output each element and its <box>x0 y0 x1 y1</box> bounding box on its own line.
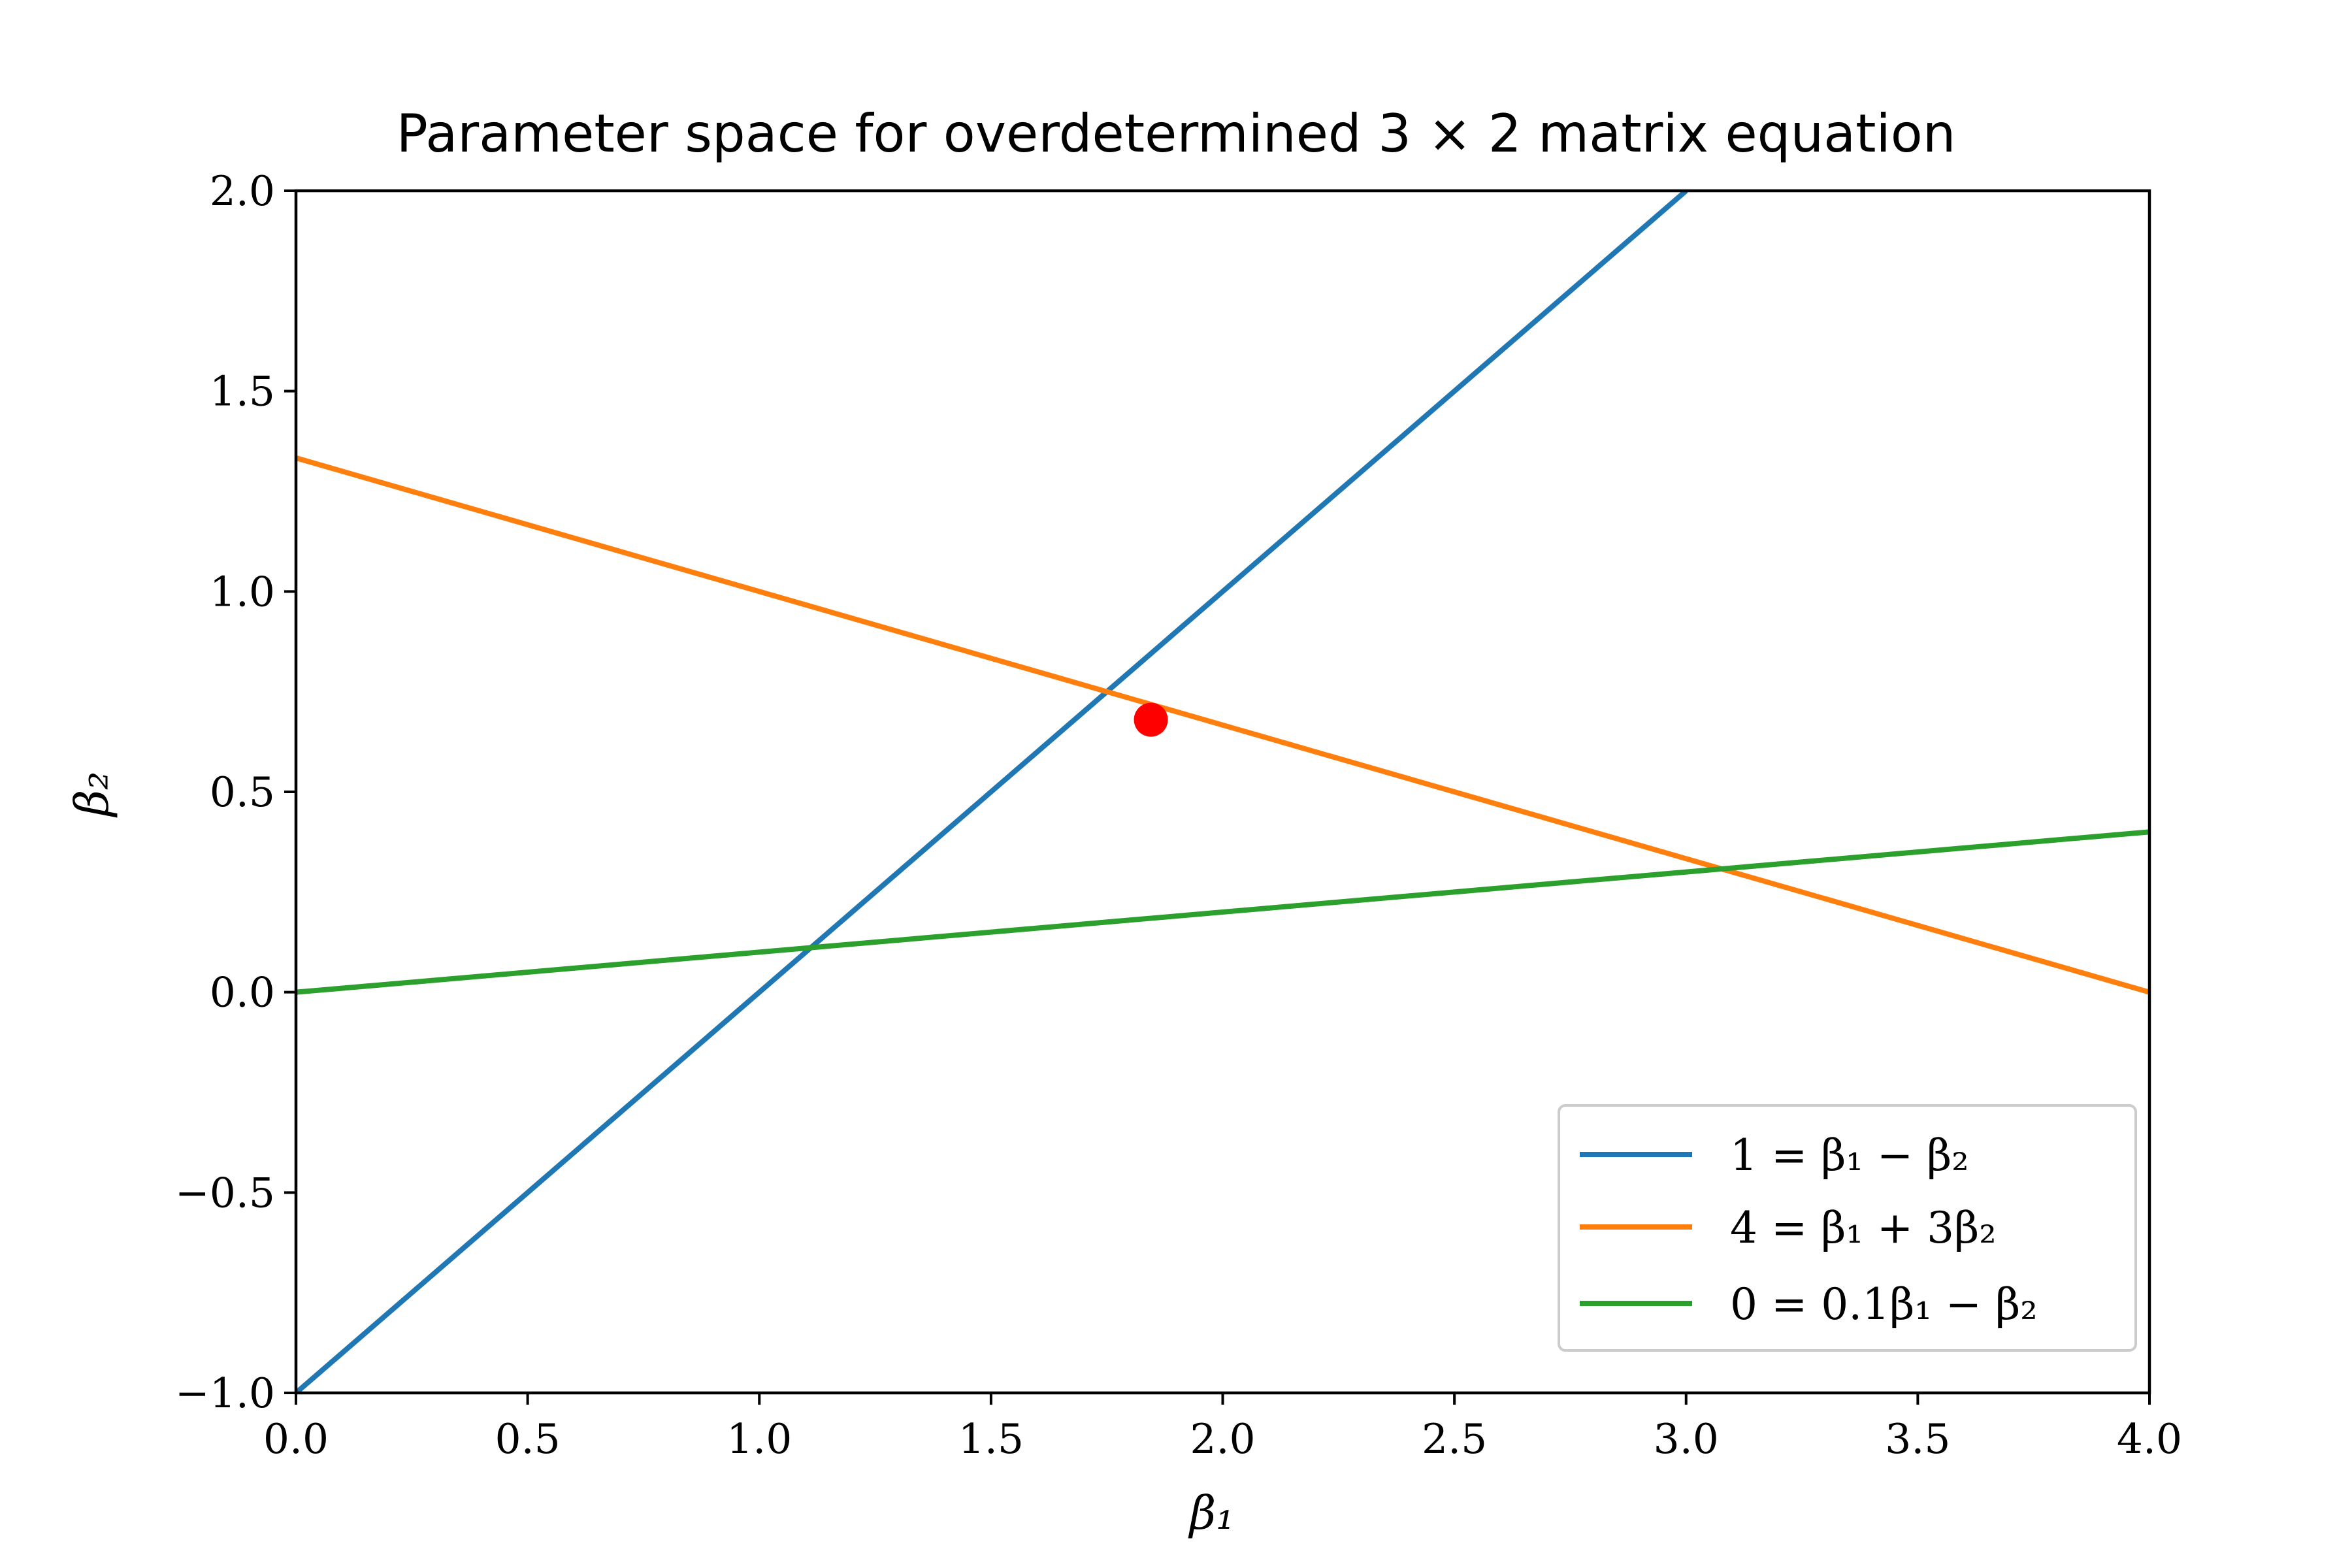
legend-box <box>1558 1104 2137 1352</box>
y-tick-label: −0.5 <box>175 1169 275 1217</box>
legend-entry-2: 4 = β₁ + 3β₂ <box>1730 1203 1997 1253</box>
chart-title: Parameter space for overdetermined 3 × 2… <box>397 103 1956 164</box>
legend: 1 = β₁ − β₂ 4 = β₁ + 3β₂ 0 = 0.1β₁ − β₂ <box>1558 1104 2137 1352</box>
y-tick-label: −1.0 <box>175 1369 275 1417</box>
series-line-3 <box>296 829 2149 995</box>
x-tick-label: 3.5 <box>1885 1415 1950 1463</box>
x-tick-label: 1.5 <box>958 1415 1024 1463</box>
x-tick-label: 3.0 <box>1654 1415 1719 1463</box>
y-tick-label: 2.0 <box>210 167 275 215</box>
axis-ticks: 0.0 0.5 1.0 1.5 2.0 2.5 3.0 3.5 4.0 −1.0 −0.5 0.0 0.… <box>175 167 2182 1463</box>
y-axis-label: β₂ <box>65 772 119 819</box>
y-tick-label: 0.0 <box>210 969 275 1017</box>
x-tick-label: 0.0 <box>263 1415 329 1463</box>
legend-entry-1: 1 = β₁ − β₂ <box>1730 1130 1969 1181</box>
y-tick-label: 0.5 <box>210 768 275 816</box>
x-axis-label: β₁ <box>1188 1486 1235 1540</box>
y-tick-label: 1.5 <box>210 368 275 416</box>
solution-point <box>1134 702 1168 737</box>
x-tick-label: 2.5 <box>1422 1415 1487 1463</box>
series-line-2 <box>296 455 2149 995</box>
x-tick-label: 1.0 <box>727 1415 792 1463</box>
legend-entry-3: 0 = 0.1β₁ − β₂ <box>1730 1279 2038 1330</box>
series-group <box>296 191 2149 1393</box>
series-line-1 <box>296 191 1688 1393</box>
x-tick-label: 2.0 <box>1190 1415 1255 1463</box>
x-tick-label: 0.5 <box>495 1415 561 1463</box>
y-tick-label: 1.0 <box>210 568 275 615</box>
x-tick-label: 4.0 <box>2117 1415 2182 1463</box>
